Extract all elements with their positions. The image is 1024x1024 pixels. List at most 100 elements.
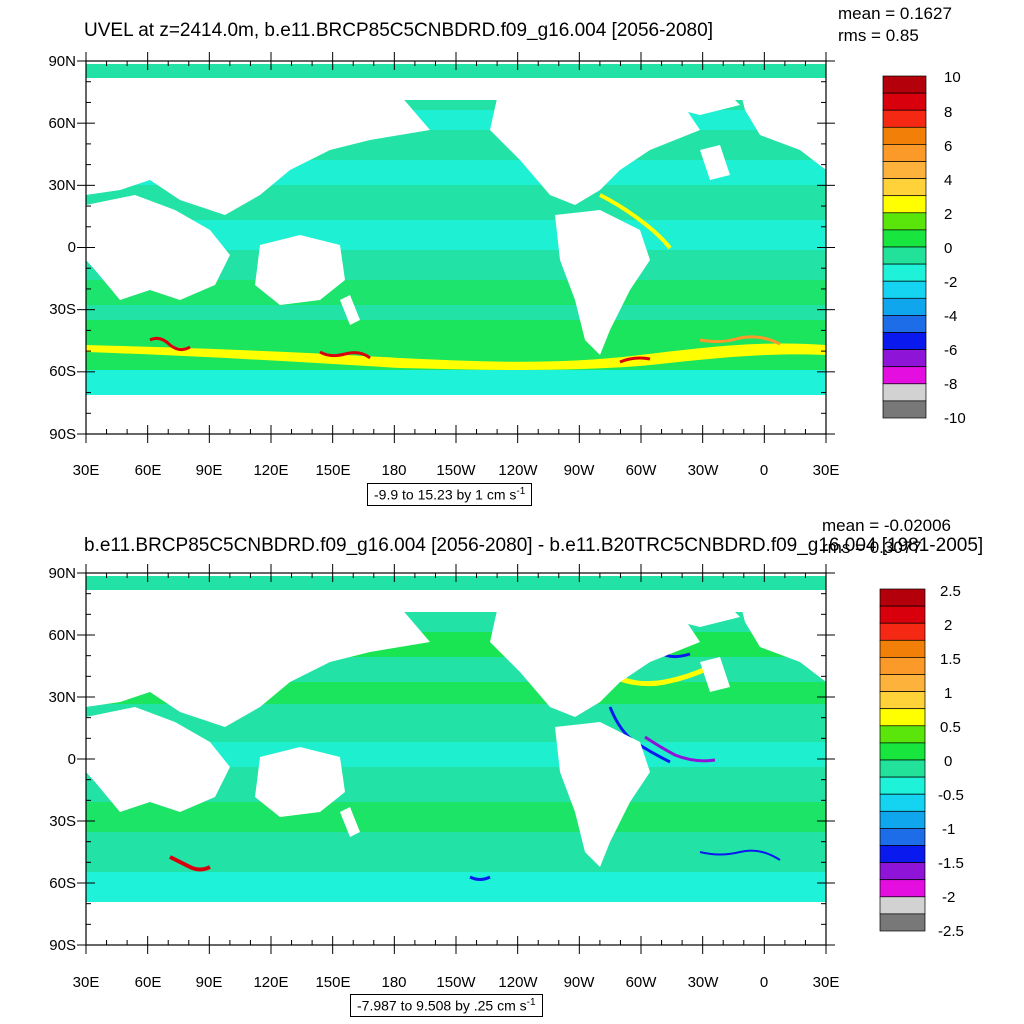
colorbar-segment (879, 622, 926, 641)
lon-label: 150E (315, 462, 350, 479)
colorbar-label: 1 (944, 685, 952, 702)
map-ticks (77, 564, 835, 954)
colorbar-label: 6 (944, 138, 952, 155)
lon-label: 120E (253, 462, 288, 479)
lon-label: 30W (688, 462, 720, 479)
mean-label: mean = -0.02006 (822, 516, 952, 535)
colorbar-label: -1.5 (938, 855, 964, 872)
lon-label: 150E (315, 974, 350, 991)
colorbar-segment (879, 879, 926, 898)
lat-label: 90N (48, 53, 76, 70)
lon-label: 180 (381, 974, 406, 991)
colorbar-label: 2 (944, 206, 952, 223)
lon-label: 150W (436, 462, 476, 479)
colorbar-segment (882, 349, 927, 368)
map-bottom: 90N 60N 30N 0 30S 60S 90S 30E 60E 90E 12… (48, 564, 964, 991)
map-top: 90N 60N 30N 0 30S 60S 90S 30E 60E 90E 12… (48, 52, 966, 479)
lon-label: 150W (436, 974, 476, 991)
colorbar-segment (879, 793, 926, 812)
colorbar-segment (882, 195, 927, 214)
colorbar-segment (882, 212, 927, 231)
panel-title: UVEL at z=2414.0m, b.e11.BRCP85C5CNBDRD.… (84, 20, 713, 41)
rms-label: rms = 0.3077 (822, 538, 922, 557)
map-top-field (86, 61, 826, 434)
colorbar-segment (882, 229, 927, 248)
colorbar-label: 0.5 (940, 719, 961, 736)
lat-label: 0 (68, 751, 76, 768)
lon-label: 90E (196, 462, 223, 479)
lon-label: 0 (760, 974, 768, 991)
colorbar-labels: 2.5 2 1.5 1 0.5 0 -0.5 -1 -1.5 -2 -2.5 (938, 583, 964, 940)
colorbar-segment (879, 810, 926, 829)
colorbar-segment (882, 126, 927, 145)
panel-title: b.e11.BRCP85C5CNBDRD.f09_g16.004 [2056-2… (84, 535, 984, 556)
colorbar-label: -2 (942, 889, 955, 906)
lat-label: 30N (48, 689, 76, 706)
lat-label: 30N (48, 177, 76, 194)
colorbar-segment (882, 263, 927, 282)
colorbar-label: -2 (944, 274, 957, 291)
lon-label: 90W (564, 462, 596, 479)
lon-label: 120W (498, 974, 538, 991)
colorbar-segment (882, 332, 927, 350)
colorbar-segment (882, 297, 927, 316)
unit-exponent: -1 (526, 997, 536, 1008)
colorbar-segment (879, 896, 926, 915)
colorbar-segment (879, 862, 926, 881)
lat-labels: 90N 60N 30N 0 30S 60S 90S (48, 565, 76, 954)
colorbar (882, 75, 927, 419)
colorbar-segment (879, 708, 926, 727)
lat-label: 60S (49, 875, 76, 892)
colorbar-label: -8 (944, 376, 957, 393)
lon-label: 30E (813, 974, 840, 991)
lat-label: 90N (48, 565, 76, 582)
contour-range-text: -9.9 to 15.23 by 1 cm s (374, 486, 517, 503)
colorbar-segment (879, 759, 926, 778)
colorbar-segment (879, 639, 926, 658)
colorbar-label: 2.5 (940, 583, 961, 600)
colorbar-segment (879, 725, 926, 744)
colorbar-segment (882, 280, 927, 299)
contour-range-box: -7.987 to 9.508 by .25 cm s-1 (350, 994, 543, 1017)
lon-label: 30E (73, 974, 100, 991)
lat-label: 60S (49, 363, 76, 380)
colorbar-label: 0 (944, 240, 952, 257)
colorbar-segment (882, 315, 927, 333)
colorbar-label: 1.5 (940, 651, 961, 668)
colorbar-segment (879, 828, 926, 846)
colorbar-label: -4 (944, 308, 957, 325)
lon-label: 60E (135, 462, 162, 479)
lon-label: 30E (73, 462, 100, 479)
colorbar-segment (882, 161, 927, 179)
lat-label: 30S (49, 301, 76, 318)
rms-label: rms = 0.85 (838, 26, 919, 45)
colorbar-segment (882, 383, 927, 402)
colorbar-label: 4 (944, 172, 952, 189)
colorbar-label: 0 (944, 753, 952, 770)
colorbar-segment (882, 400, 927, 419)
colorbar-segment (879, 742, 926, 761)
colorbar-label: 8 (944, 104, 952, 121)
lon-label: 30W (688, 974, 720, 991)
lon-label: 30E (813, 462, 840, 479)
map-bottom-field (86, 573, 826, 945)
unit-exponent: -1 (516, 486, 526, 497)
colorbar-segment (882, 92, 927, 111)
lat-label: 60N (48, 115, 76, 132)
colorbar (879, 588, 926, 932)
colorbar-segment (879, 776, 926, 795)
lon-label: 90W (564, 974, 596, 991)
contour-range-text: -7.987 to 9.508 by .25 cm s (357, 997, 527, 1014)
lon-label: 60W (626, 462, 658, 479)
lon-label: 180 (381, 462, 406, 479)
colorbar-label: 10 (944, 69, 961, 86)
colorbar-segment (879, 913, 926, 932)
colorbar-label: -10 (944, 410, 966, 427)
colorbar-segment (879, 845, 926, 863)
colorbar-segment (882, 366, 927, 385)
lat-label: 90S (49, 937, 76, 954)
lon-labels: 30E 60E 90E 120E 150E 180 150W 120W 90W … (73, 974, 840, 991)
colorbar-segment (882, 178, 927, 197)
colorbar-segment (882, 144, 927, 162)
colorbar-label: -2.5 (938, 923, 964, 940)
